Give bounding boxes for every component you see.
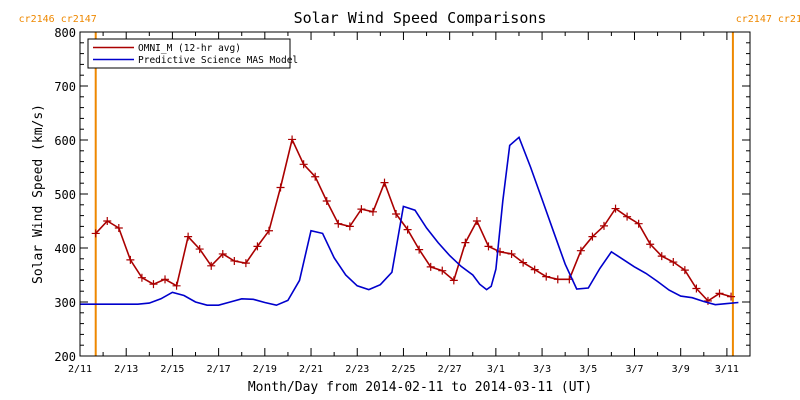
data-point-omni	[507, 249, 516, 258]
y-tick-label: 200	[54, 350, 76, 364]
data-point-omni	[646, 240, 655, 249]
data-point-omni	[715, 289, 724, 298]
data-point-omni	[345, 222, 354, 231]
data-point-omni	[484, 242, 493, 251]
data-point-omni	[438, 266, 447, 275]
y-tick-label: 300	[54, 296, 76, 310]
data-point-omni	[611, 204, 620, 213]
data-point-omni	[322, 197, 331, 206]
x-tick-label: 2/17	[207, 364, 231, 375]
x-axis-label: Month/Day from 2014-02-11 to 2014-03-11 …	[248, 380, 592, 395]
x-tick-label: 2/11	[68, 364, 92, 375]
legend-box	[87, 38, 291, 69]
plot-frame	[79, 31, 751, 357]
data-point-omni	[218, 249, 227, 258]
x-tick-label: 3/9	[672, 364, 690, 375]
data-point-omni	[553, 275, 562, 284]
data-point-omni	[149, 280, 158, 289]
x-tick-label: 3/5	[579, 364, 597, 375]
rotation-markers: cr2146 cr2147 cr2147 cr2148	[19, 14, 800, 356]
data-point-omni	[415, 245, 424, 254]
data-point-omni	[264, 226, 273, 235]
data-point-omni	[680, 266, 689, 275]
legend-label-mas: Predictive Science MAS Model	[138, 55, 298, 66]
data-point-omni	[472, 217, 481, 225]
x-tick-label: 2/23	[345, 364, 369, 375]
data-point-omni	[311, 172, 320, 181]
data-point-omni	[207, 261, 216, 270]
legend: OMNI_M (12-hr avg) Predictive Science MA…	[87, 38, 298, 69]
data-point-omni	[727, 292, 736, 301]
y-tick-label: 700	[54, 80, 76, 94]
x-tick-label: 3/1	[487, 364, 505, 375]
data-point-omni	[461, 238, 470, 247]
data-point-omni	[588, 232, 597, 241]
x-tick-label: 2/19	[253, 364, 277, 375]
rotation-marker-label: cr2147 cr2148	[736, 14, 800, 25]
data-point-omni	[392, 209, 401, 218]
data-point-omni	[91, 229, 100, 238]
legend-label-omni: OMNI_M (12-hr avg)	[138, 43, 241, 54]
data-point-omni	[241, 259, 250, 268]
series-line-mas	[80, 135, 739, 307]
y-axis-label: Solar Wind Speed (km/s)	[31, 104, 46, 284]
series-layer	[80, 135, 739, 307]
x-tick-label: 3/7	[625, 364, 643, 375]
data-point-omni	[195, 245, 204, 254]
data-point-omni	[542, 272, 551, 281]
data-point-omni	[161, 275, 170, 284]
data-point-omni	[403, 225, 412, 234]
chart-title: Solar Wind Speed Comparisons	[294, 9, 547, 27]
data-point-omni	[519, 258, 528, 267]
data-point-omni	[253, 242, 262, 251]
data-point-omni	[276, 183, 285, 192]
rotation-marker-label: cr2146 cr2147	[19, 14, 97, 25]
data-point-omni	[172, 281, 181, 290]
y-tick-label: 800	[54, 26, 76, 40]
x-tick-label: 2/13	[114, 364, 138, 375]
series-line-omni	[95, 137, 732, 302]
y-tick-label: 600	[54, 134, 76, 148]
data-point-omni	[703, 296, 712, 305]
x-tick-label: 3/3	[533, 364, 551, 375]
data-point-omni	[137, 273, 146, 282]
x-tick-label: 2/25	[391, 364, 415, 375]
data-point-omni	[426, 262, 435, 271]
data-point-omni	[114, 224, 123, 233]
x-axis: 2/11 2/13 2/15 2/17 2/19 2/21 2/23 2/25 2/27 3/1 3…	[68, 32, 739, 375]
x-tick-label: 3/11	[715, 364, 739, 375]
data-point-omni	[692, 284, 701, 293]
data-point-omni	[357, 205, 366, 214]
data-point-omni	[299, 160, 308, 169]
x-tick-label: 2/15	[160, 364, 184, 375]
y-tick-label: 500	[54, 188, 76, 202]
y-tick-label: 400	[54, 242, 76, 256]
data-point-omni	[103, 217, 112, 225]
data-point-omni	[634, 219, 643, 228]
data-point-omni	[623, 212, 632, 221]
y-axis: 200 300 400 500 600 700 800	[54, 26, 750, 364]
data-point-omni	[288, 135, 297, 144]
data-point-omni	[126, 255, 135, 264]
data-point-omni	[576, 246, 585, 255]
data-point-omni	[368, 207, 377, 216]
data-point-omni	[184, 232, 193, 241]
data-point-omni	[230, 256, 239, 265]
x-tick-label: 2/21	[299, 364, 323, 375]
data-point-omni	[530, 265, 539, 274]
data-point-omni	[449, 276, 458, 285]
data-point-omni	[380, 178, 389, 187]
data-point-omni	[669, 258, 678, 267]
x-tick-label: 2/27	[438, 364, 462, 375]
data-point-omni	[334, 219, 343, 228]
data-point-omni	[657, 252, 666, 261]
data-point-omni	[599, 221, 608, 230]
